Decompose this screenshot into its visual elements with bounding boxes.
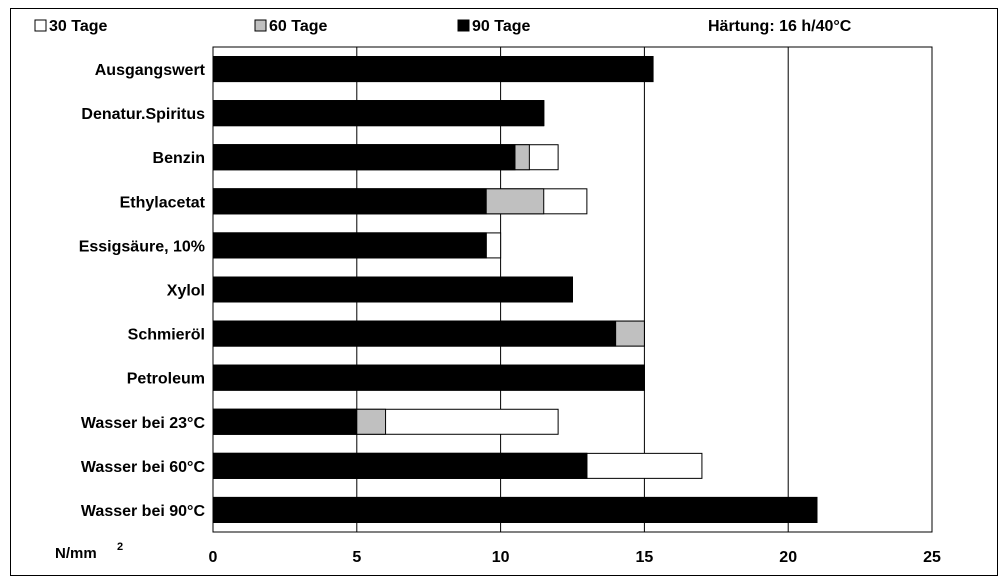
bar bbox=[212, 144, 516, 171]
category-label: Schmieröl bbox=[128, 327, 205, 344]
legend-label: 60 Tage bbox=[269, 18, 328, 35]
category-label: Benzin bbox=[153, 150, 205, 167]
x-tick-label: 0 bbox=[209, 549, 218, 566]
category-label: Wasser bei 23°C bbox=[81, 415, 206, 432]
x-tick-label: 25 bbox=[923, 549, 941, 566]
bar bbox=[212, 452, 588, 479]
axes bbox=[212, 46, 933, 533]
category-label: Wasser bei 60°C bbox=[81, 459, 206, 476]
legend-label: 90 Tage bbox=[472, 18, 531, 35]
legend-swatch bbox=[254, 19, 267, 32]
bar bbox=[212, 496, 818, 523]
bar bbox=[212, 364, 645, 391]
x-tick-label: 20 bbox=[779, 549, 797, 566]
category-label: Wasser bei 90°C bbox=[81, 503, 206, 520]
bar bbox=[212, 100, 545, 127]
x-tick-label: 10 bbox=[492, 549, 510, 566]
legend-swatch bbox=[457, 19, 470, 32]
plot-area bbox=[212, 46, 933, 533]
curing-note: Härtung: 16 h/40°C bbox=[708, 18, 852, 35]
legend: 30 Tage 60 Tage 90 Tage bbox=[34, 18, 531, 35]
bars bbox=[212, 56, 818, 523]
bar bbox=[212, 276, 573, 303]
bar bbox=[212, 232, 487, 259]
legend-swatch bbox=[34, 19, 47, 32]
legend-label: 30 Tage bbox=[49, 18, 108, 35]
category-label: Denatur.Spiritus bbox=[81, 106, 205, 123]
bar bbox=[212, 320, 617, 347]
category-label: Xylol bbox=[167, 283, 205, 300]
category-label: Petroleum bbox=[127, 371, 205, 388]
x-tick-label: 5 bbox=[352, 549, 361, 566]
bar bbox=[212, 188, 487, 215]
x-tick-label: 15 bbox=[636, 549, 654, 566]
category-label: Ausgangswert bbox=[95, 62, 206, 79]
x-axis-label: N/mm bbox=[55, 545, 97, 562]
category-label: Ethylacetat bbox=[120, 194, 206, 211]
bar bbox=[212, 56, 654, 83]
bar bbox=[212, 408, 358, 435]
x-axis-label-superscript: 2 bbox=[117, 541, 123, 553]
labels: 0 5 10 15 20 25 Ausgangswert Denatur.Spiritus Be… bbox=[55, 18, 941, 566]
category-label: Essigsäure, 10% bbox=[79, 238, 205, 255]
